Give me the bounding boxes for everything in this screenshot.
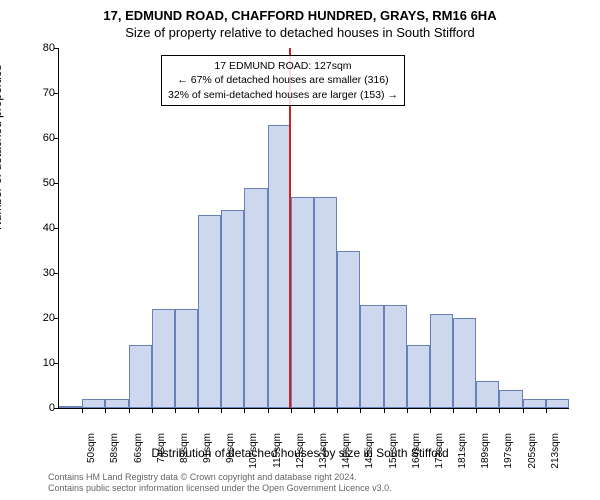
histogram-bar <box>546 399 569 408</box>
histogram-bar <box>476 381 499 408</box>
y-tick-mark <box>54 48 59 49</box>
y-tick-label: 40 <box>29 222 55 234</box>
y-tick-label: 0 <box>29 402 55 414</box>
x-tick-mark <box>546 408 547 413</box>
page-subtitle: Size of property relative to detached ho… <box>0 23 600 44</box>
x-tick-mark <box>384 408 385 413</box>
y-tick-mark <box>54 318 59 319</box>
x-tick-mark <box>476 408 477 413</box>
histogram-bar <box>105 399 128 408</box>
x-tick-mark <box>430 408 431 413</box>
x-tick-mark <box>314 408 315 413</box>
y-tick-label: 10 <box>29 357 55 369</box>
x-tick-mark <box>268 408 269 413</box>
x-tick-mark <box>523 408 524 413</box>
x-tick-mark <box>175 408 176 413</box>
x-tick-mark <box>453 408 454 413</box>
histogram-bar <box>499 390 522 408</box>
histogram-bar <box>384 305 407 409</box>
y-axis-label: Number of detached properties <box>0 65 4 230</box>
info-box-line: 17 EDMUND ROAD: 127sqm <box>168 59 398 73</box>
histogram-bar <box>198 215 221 409</box>
marker-info-box: 17 EDMUND ROAD: 127sqm← 67% of detached … <box>161 55 405 106</box>
histogram-bar <box>221 210 244 408</box>
attribution-text: Contains HM Land Registry data © Crown c… <box>48 472 392 495</box>
y-tick-mark <box>54 228 59 229</box>
histogram-bar <box>407 345 430 408</box>
y-tick-mark <box>54 408 59 409</box>
histogram-bar <box>453 318 476 408</box>
chart-container: 17, EDMUND ROAD, CHAFFORD HUNDRED, GRAYS… <box>0 0 600 500</box>
y-tick-mark <box>54 93 59 94</box>
x-tick-mark <box>360 408 361 413</box>
histogram-bar <box>430 314 453 409</box>
x-tick-mark <box>291 408 292 413</box>
x-tick-mark <box>499 408 500 413</box>
histogram-bar <box>337 251 360 409</box>
y-tick-label: 50 <box>29 177 55 189</box>
x-tick-mark <box>198 408 199 413</box>
y-tick-label: 20 <box>29 312 55 324</box>
x-tick-mark <box>105 408 106 413</box>
histogram-bar <box>291 197 314 409</box>
page-title: 17, EDMUND ROAD, CHAFFORD HUNDRED, GRAYS… <box>0 0 600 23</box>
x-axis-label: Distribution of detached houses by size … <box>0 446 600 460</box>
info-box-line: 32% of semi-detached houses are larger (… <box>168 88 398 102</box>
y-tick-mark <box>54 183 59 184</box>
histogram-bar <box>129 345 152 408</box>
attribution-line-1: Contains HM Land Registry data © Crown c… <box>48 472 392 483</box>
histogram-bar <box>523 399 546 408</box>
info-box-line: ← 67% of detached houses are smaller (31… <box>168 73 398 87</box>
y-tick-mark <box>54 138 59 139</box>
histogram-bar <box>82 399 105 408</box>
x-tick-mark <box>129 408 130 413</box>
y-tick-label: 30 <box>29 267 55 279</box>
x-tick-mark <box>221 408 222 413</box>
histogram-bar <box>268 125 291 409</box>
x-tick-mark <box>152 408 153 413</box>
x-tick-mark <box>244 408 245 413</box>
y-tick-mark <box>54 273 59 274</box>
histogram-plot: 0102030405060708050sqm58sqm66sqm74sqm83s… <box>58 48 569 409</box>
y-tick-mark <box>54 363 59 364</box>
x-tick-mark <box>337 408 338 413</box>
y-tick-label: 60 <box>29 132 55 144</box>
histogram-bar <box>314 197 337 409</box>
histogram-bar <box>175 309 198 408</box>
x-tick-mark <box>82 408 83 413</box>
x-tick-mark <box>407 408 408 413</box>
y-tick-label: 70 <box>29 87 55 99</box>
attribution-line-2: Contains public sector information licen… <box>48 483 392 494</box>
histogram-bar <box>360 305 383 409</box>
histogram-bar <box>59 406 82 408</box>
histogram-bar <box>152 309 175 408</box>
y-tick-label: 80 <box>29 42 55 54</box>
histogram-bar <box>244 188 267 409</box>
